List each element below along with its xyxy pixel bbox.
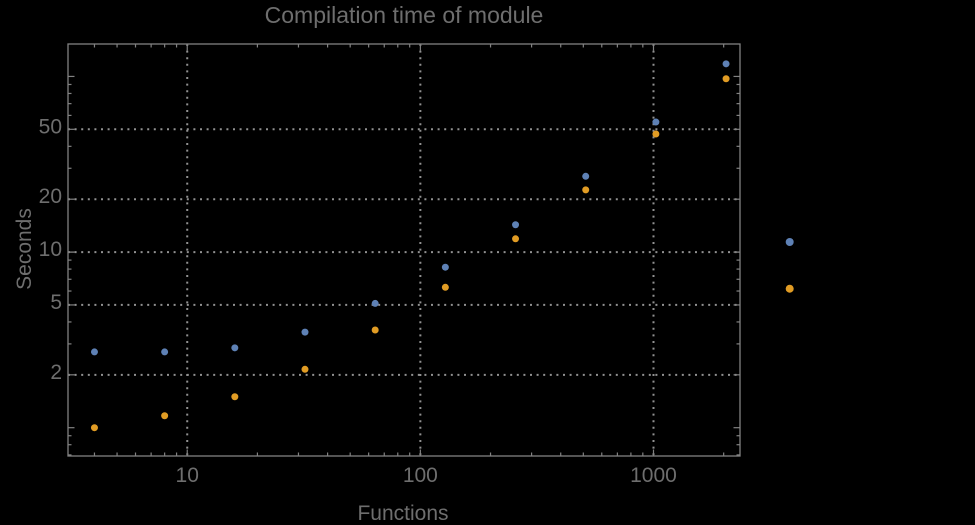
data-point-series-2 (231, 393, 239, 401)
data-point-series-1 (371, 299, 379, 307)
y-tick-label: 10 (39, 238, 62, 261)
y-tick-label: 50 (39, 115, 62, 138)
data-point-series-2 (371, 326, 379, 334)
data-point-series-2 (441, 283, 449, 291)
x-tick-label: 10 (176, 464, 199, 487)
y-tick-label: 5 (50, 291, 62, 314)
y-tick-label: 20 (39, 185, 62, 208)
data-point-series-2 (301, 365, 309, 373)
chart-title: Compilation time of module (264, 2, 544, 28)
data-point-series-2 (161, 412, 169, 420)
x-tick-label: 1000 (630, 464, 677, 487)
data-point-series-1 (231, 344, 239, 352)
data-point-series-1 (161, 348, 169, 356)
x-axis-label: Functions (357, 502, 449, 525)
data-point-series-1 (441, 263, 449, 271)
y-axis-label: Seconds (13, 208, 36, 290)
x-tick-label: 100 (403, 464, 438, 487)
data-point-series-1 (652, 118, 660, 126)
data-point-series-1 (512, 221, 520, 229)
data-point-series-1 (722, 60, 730, 68)
plot-frame (67, 43, 741, 457)
y-tick-label: 2 (50, 361, 62, 384)
data-point-series-2 (722, 75, 730, 83)
data-point-series-2 (582, 186, 590, 194)
legend-marker-series-1 (785, 238, 794, 246)
legend-marker-series-2 (785, 284, 794, 293)
data-point-series-1 (90, 348, 98, 356)
data-point-series-1 (582, 172, 590, 180)
data-point-series-1 (301, 328, 309, 336)
data-point-series-2 (652, 130, 660, 138)
data-point-series-2 (512, 235, 520, 243)
data-point-series-2 (90, 424, 98, 432)
